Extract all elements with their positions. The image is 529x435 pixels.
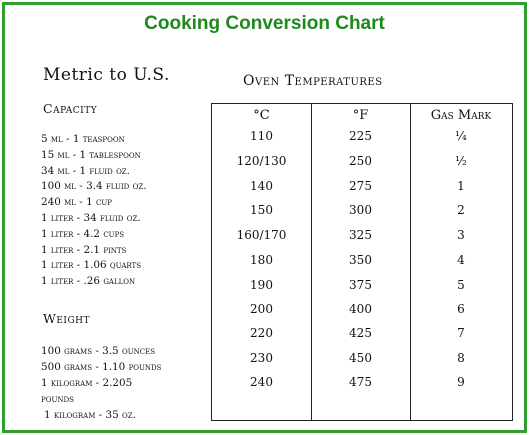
column-header-gas-mark: Gas Mark <box>430 108 492 123</box>
list-item: pounds <box>41 393 74 405</box>
column-divider <box>311 104 312 420</box>
cell-fahrenheit: 400 <box>349 302 372 316</box>
oven-heading: Oven Temperatures <box>243 73 383 89</box>
metric-heading: Metric to U.S. <box>43 65 170 85</box>
cell-celsius: 110 <box>250 129 273 143</box>
cell-fahrenheit: 375 <box>349 278 372 292</box>
list-item: 100 grams - 3.5 ounces <box>41 345 155 357</box>
cell-fahrenheit: 475 <box>349 375 372 389</box>
cell-gas-mark: ½ <box>455 154 467 168</box>
cell-fahrenheit: 450 <box>349 351 372 365</box>
cell-fahrenheit: 425 <box>349 326 372 340</box>
cell-gas-mark: 8 <box>457 351 465 365</box>
cell-fahrenheit: 225 <box>349 129 372 143</box>
list-item: 1 liter - 4.2 cups <box>41 227 125 240</box>
list-item: 240 ml - 1 cup <box>41 196 112 209</box>
cell-fahrenheit: 275 <box>349 179 372 193</box>
cell-fahrenheit: 300 <box>349 203 372 217</box>
list-item: 15 ml - 1 tablespoon <box>41 148 141 161</box>
list-item: 1 liter - .26 gallon <box>41 275 136 288</box>
list-item: 1 liter - 34 fluid oz. <box>41 211 141 224</box>
cell-celsius: 230 <box>250 351 273 365</box>
list-item: 34 ml - 1 fluid oz. <box>41 164 130 177</box>
cell-celsius: 240 <box>250 375 273 389</box>
cell-celsius: 160/170 <box>236 228 287 242</box>
cell-celsius: 150 <box>250 203 273 217</box>
list-item: 5 ml - 1 teaspoon <box>41 133 125 145</box>
list-item: 1 liter - 2.1 pints <box>41 243 127 256</box>
column-header-fahrenheit: °F <box>352 108 369 123</box>
list-item: 500 grams - 1.10 pounds <box>41 361 162 373</box>
list-item: 1 kilogram - 2.205 <box>41 377 133 389</box>
cell-fahrenheit: 250 <box>349 154 372 168</box>
cell-celsius: 190 <box>250 278 273 292</box>
page-title: Cooking Conversion Chart <box>144 13 385 34</box>
cell-celsius: 220 <box>250 326 273 340</box>
cell-celsius: 140 <box>250 179 273 193</box>
cell-fahrenheit: 325 <box>349 228 372 242</box>
weight-heading: Weight <box>43 311 91 326</box>
capacity-list: 5 ml - 1 teaspoon 15 ml - 1 tablespoon 3… <box>41 132 211 290</box>
weight-list: 100 grams - 3.5 ounces 500 grams - 1.10 … <box>41 343 211 423</box>
list-item: 1 liter - 1.06 quarts <box>41 259 142 272</box>
cell-celsius: 180 <box>250 253 273 267</box>
cell-gas-mark: 7 <box>457 326 465 340</box>
cell-gas-mark: 4 <box>457 253 465 267</box>
cell-fahrenheit: 350 <box>349 253 372 267</box>
list-item: 100 ml - 3.4 fluid oz. <box>41 180 147 193</box>
cell-gas-mark: 9 <box>457 375 465 389</box>
cell-gas-mark: 5 <box>457 278 465 292</box>
cell-gas-mark: ¼ <box>455 129 467 143</box>
cell-gas-mark: 1 <box>457 179 465 193</box>
cell-gas-mark: 2 <box>457 203 465 217</box>
cell-gas-mark: 3 <box>457 228 465 242</box>
cell-celsius: 120/130 <box>236 154 287 168</box>
list-item: 1 kilogram - 35 oz. <box>44 409 136 421</box>
column-divider <box>410 104 411 420</box>
column-header-celsius: °C <box>253 108 270 123</box>
cell-celsius: 200 <box>250 302 273 316</box>
capacity-heading: Capacity <box>43 101 98 116</box>
cell-gas-mark: 6 <box>457 302 465 316</box>
oven-temperature-table: °C °F Gas Mark 110 225 ¼ 120/130 250 ½ 140 275 1… <box>211 103 513 421</box>
